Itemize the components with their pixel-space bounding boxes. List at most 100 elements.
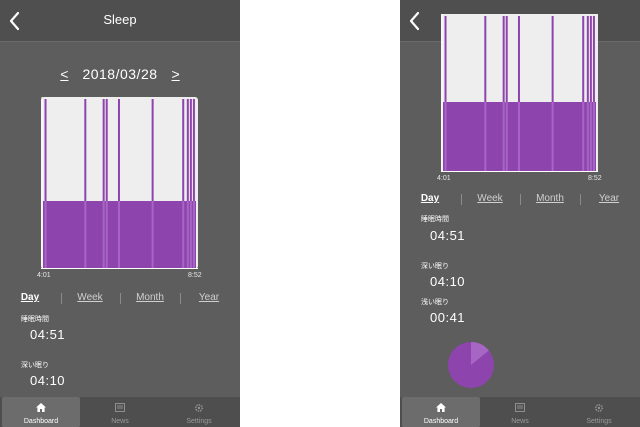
nav-news[interactable]: News <box>81 397 159 427</box>
sleep-stage-spike <box>151 99 154 201</box>
sleep-chart <box>41 97 198 269</box>
sleep-stage-spike <box>192 99 195 201</box>
nav-label: Settings <box>586 418 612 425</box>
tab-month[interactable]: Month <box>136 292 164 303</box>
nav-dashboard[interactable]: Dashboard <box>2 397 80 427</box>
total-sleep-value: 04:51 <box>430 228 466 243</box>
current-date: 2018/03/28 <box>82 66 158 82</box>
light-sleep-stripe <box>589 102 592 172</box>
nav-label: Dashboard <box>23 418 59 425</box>
light-sleep-stripe <box>189 201 192 269</box>
news-icon <box>115 403 125 412</box>
total-sleep-value: 04:51 <box>30 327 66 342</box>
tab-divider <box>580 194 581 205</box>
tab-divider <box>120 293 121 304</box>
tab-month[interactable]: Month <box>536 193 564 204</box>
light-sleep-stripe <box>582 102 585 172</box>
tab-year[interactable]: Year <box>598 193 620 204</box>
tab-week[interactable]: Week <box>77 292 103 303</box>
deep-sleep-label: 深い眠り <box>421 263 449 270</box>
sleep-stage-spike <box>182 99 185 201</box>
light-sleep-value: 00:41 <box>430 310 466 325</box>
light-sleep-stripe <box>517 102 520 172</box>
tab-week[interactable]: Week <box>477 193 503 204</box>
bottom-nav: Dashboard News Settings <box>400 397 640 427</box>
nav-label: Settings <box>186 418 212 425</box>
sleep-stage-spike <box>517 16 520 102</box>
light-sleep-stripe <box>186 201 189 269</box>
bottom-nav: Dashboard News Settings <box>0 397 240 427</box>
x-tick-start: 4:01 <box>437 175 451 182</box>
light-sleep-stripe <box>505 102 508 172</box>
sleep-stage-spike <box>586 16 589 102</box>
sleep-stage-spike <box>105 99 108 201</box>
tab-day[interactable]: Day <box>420 193 440 204</box>
sleep-stage-spike <box>117 99 120 201</box>
sleep-stage-spike <box>102 99 105 201</box>
tab-divider <box>461 194 462 205</box>
light-sleep-stripe <box>551 102 554 172</box>
tab-divider <box>520 194 521 205</box>
nav-label: News <box>111 418 129 425</box>
sleep-stage-spike <box>582 16 585 102</box>
phone-screen-left: Sleep < 2018/03/28 > 4:01 8:52 Day Week … <box>0 0 240 427</box>
light-sleep-stripe <box>586 102 589 172</box>
light-sleep-stripe <box>502 102 505 172</box>
x-tick-start: 4:01 <box>37 272 51 279</box>
prev-date-button[interactable]: < <box>60 66 69 82</box>
tab-day[interactable]: Day <box>20 292 40 303</box>
nav-label: News <box>511 418 529 425</box>
sleep-stage-spike <box>484 16 487 102</box>
light-sleep-stripe <box>484 102 487 172</box>
light-sleep-stripe <box>182 201 185 269</box>
tab-year[interactable]: Year <box>198 292 220 303</box>
light-sleep-stripe <box>102 201 105 269</box>
tab-divider <box>61 293 62 304</box>
sleep-stage-spike <box>502 16 505 102</box>
home-icon <box>436 403 446 412</box>
sleep-stage-spike <box>189 99 192 201</box>
back-arrow-icon[interactable] <box>404 8 428 34</box>
date-navigator: < 2018/03/28 > <box>0 64 240 84</box>
sleep-stage-spike <box>84 99 87 201</box>
sleep-stage-spike <box>505 16 508 102</box>
pie-slice-light <box>471 342 489 365</box>
light-sleep-stripe <box>105 201 108 269</box>
phone-screen-right: Sleep 4:01 8:52 Day Week Month Year 睡眠時間… <box>400 0 640 427</box>
total-sleep-label: 睡眠時間 <box>21 316 49 323</box>
gear-icon <box>594 403 604 413</box>
light-sleep-stripe <box>592 102 595 172</box>
next-date-button[interactable]: > <box>171 66 180 82</box>
light-sleep-stripe <box>117 201 120 269</box>
sleep-stage-spike <box>592 16 595 102</box>
nav-settings[interactable]: Settings <box>560 397 638 427</box>
sleep-chart <box>441 14 598 172</box>
light-sleep-stripe <box>444 102 447 172</box>
sleep-stage-spike <box>44 99 47 201</box>
x-tick-end: 8:52 <box>188 272 202 279</box>
sleep-stage-spike <box>589 16 592 102</box>
deep-sleep-label: 深い眠り <box>21 362 49 369</box>
sleep-stage-spike <box>551 16 554 102</box>
total-sleep-label: 睡眠時間 <box>421 216 449 223</box>
home-icon <box>36 403 46 412</box>
light-sleep-stripe <box>84 201 87 269</box>
deep-sleep-value: 04:10 <box>30 373 66 388</box>
nav-label: Dashboard <box>423 418 459 425</box>
nav-news[interactable]: News <box>481 397 559 427</box>
light-sleep-label: 浅い眠り <box>421 299 449 306</box>
header-bar: Sleep <box>0 0 240 42</box>
nav-dashboard[interactable]: Dashboard <box>402 397 480 427</box>
news-icon <box>515 403 525 412</box>
page-title: Sleep <box>103 12 137 27</box>
deep-sleep-value: 04:10 <box>430 274 466 289</box>
nav-settings[interactable]: Settings <box>160 397 238 427</box>
sleep-stage-spike <box>186 99 189 201</box>
tab-divider <box>180 293 181 304</box>
back-arrow-icon[interactable] <box>4 8 28 34</box>
light-sleep-stripe <box>151 201 154 269</box>
x-tick-end: 8:52 <box>588 175 602 182</box>
gear-icon <box>194 403 204 413</box>
period-tabs: Day Week Month Year <box>400 193 640 209</box>
sleep-stage-spike <box>444 16 447 102</box>
